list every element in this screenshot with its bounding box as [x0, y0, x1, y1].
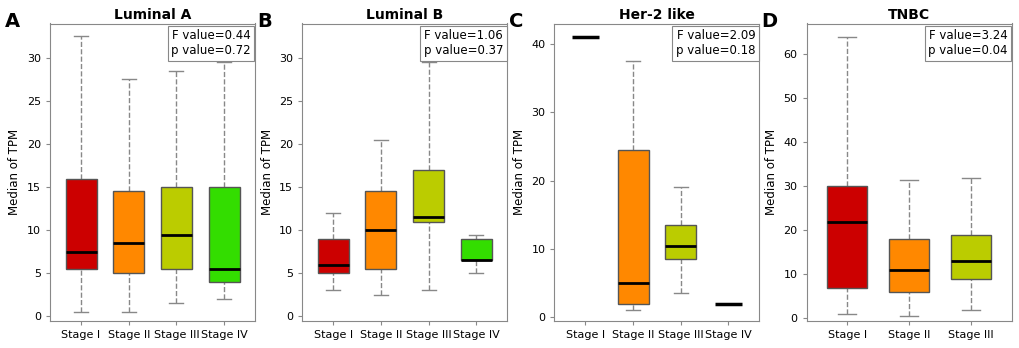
Bar	[461, 239, 491, 260]
Text: A: A	[5, 11, 20, 31]
Bar	[208, 187, 239, 282]
Text: C: C	[508, 11, 524, 31]
Title: TNBC: TNBC	[888, 8, 929, 22]
Y-axis label: Median of TPM: Median of TPM	[764, 129, 777, 215]
Text: D: D	[761, 11, 776, 31]
Y-axis label: Median of TPM: Median of TPM	[260, 129, 273, 215]
Bar	[318, 239, 348, 273]
Bar	[365, 191, 396, 269]
Y-axis label: Median of TPM: Median of TPM	[513, 129, 525, 215]
Title: Her-2 like: Her-2 like	[619, 8, 694, 22]
Y-axis label: Median of TPM: Median of TPM	[8, 129, 21, 215]
Title: Luminal A: Luminal A	[114, 8, 191, 22]
Bar	[65, 179, 97, 269]
Text: B: B	[257, 11, 272, 31]
Text: F value=1.06
p value=0.37: F value=1.06 p value=0.37	[423, 30, 502, 57]
Bar	[889, 239, 928, 292]
Bar	[618, 150, 648, 303]
Title: Luminal B: Luminal B	[366, 8, 443, 22]
Bar	[161, 187, 192, 269]
Bar	[826, 187, 866, 288]
Text: F value=2.09
p value=0.18: F value=2.09 p value=0.18	[676, 30, 755, 57]
Bar	[950, 235, 990, 279]
Text: F value=0.44
p value=0.72: F value=0.44 p value=0.72	[171, 30, 251, 57]
Text: F value=3.24
p value=0.04: F value=3.24 p value=0.04	[927, 30, 1007, 57]
Bar	[413, 170, 443, 222]
Bar	[664, 225, 696, 259]
Bar	[113, 191, 144, 273]
